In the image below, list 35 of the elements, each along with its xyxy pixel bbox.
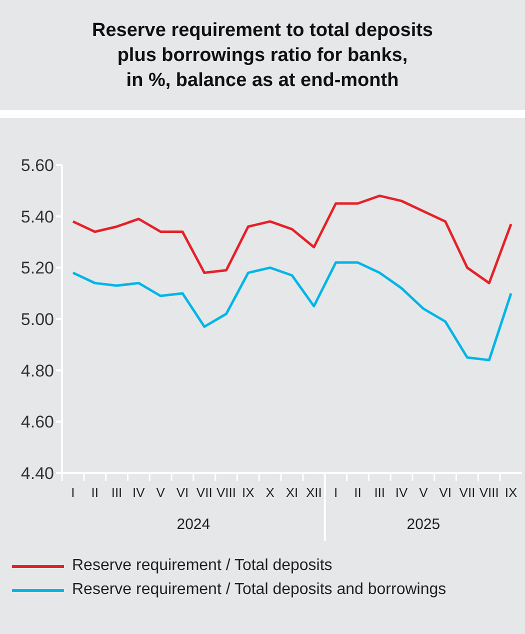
y-tick-label: 4.60 <box>20 412 54 432</box>
x-tick-label: V <box>156 485 166 500</box>
x-tick-label: XI <box>286 485 298 500</box>
x-tick-label: VII <box>196 485 212 500</box>
x-tick-label: IX <box>242 485 255 500</box>
line-series <box>72 261 512 362</box>
x-tick-label: X <box>266 485 275 500</box>
y-tick-label: 5.60 <box>20 156 54 176</box>
x-tick-label: VI <box>176 485 189 500</box>
x-tick-label: III <box>111 485 122 500</box>
x-tick-label: I <box>334 485 338 500</box>
y-tick-label: 4.40 <box>20 464 54 484</box>
x-tick-label: IV <box>395 485 408 500</box>
line-series <box>72 194 512 284</box>
x-tick-label: IV <box>132 485 146 500</box>
legend-label: Reserve requirement / Total deposits <box>72 557 332 575</box>
x-tick-label: II <box>91 485 98 500</box>
x-tick-label: V <box>419 485 428 500</box>
text: 2024 <box>176 516 210 533</box>
x-tick-label: I <box>71 485 75 500</box>
legend-label: Reserve requirement / Total deposits and borrowings <box>72 581 446 599</box>
text: 2025 <box>406 516 440 533</box>
y-tick-label: 5.00 <box>20 310 54 330</box>
y-tick-label: 5.20 <box>20 258 54 278</box>
x-tick-label: VIII <box>216 485 236 500</box>
x-tick-label: VII <box>459 485 476 500</box>
x-tick-label: IX <box>504 485 518 500</box>
x-tick-label: VIII <box>479 485 499 500</box>
x-tick-label: VI <box>439 485 452 500</box>
chart-title: Reserve requirement to total deposits plus borrowings ratio for banks, in %, balance as at end-month <box>0 0 525 110</box>
y-tick-label: 5.40 <box>20 207 54 226</box>
y-tick-label: 4.80 <box>20 361 54 380</box>
x-tick-label: II <box>354 485 362 500</box>
x-tick-label: III <box>374 485 386 500</box>
x-tick-label: XII <box>306 485 322 500</box>
